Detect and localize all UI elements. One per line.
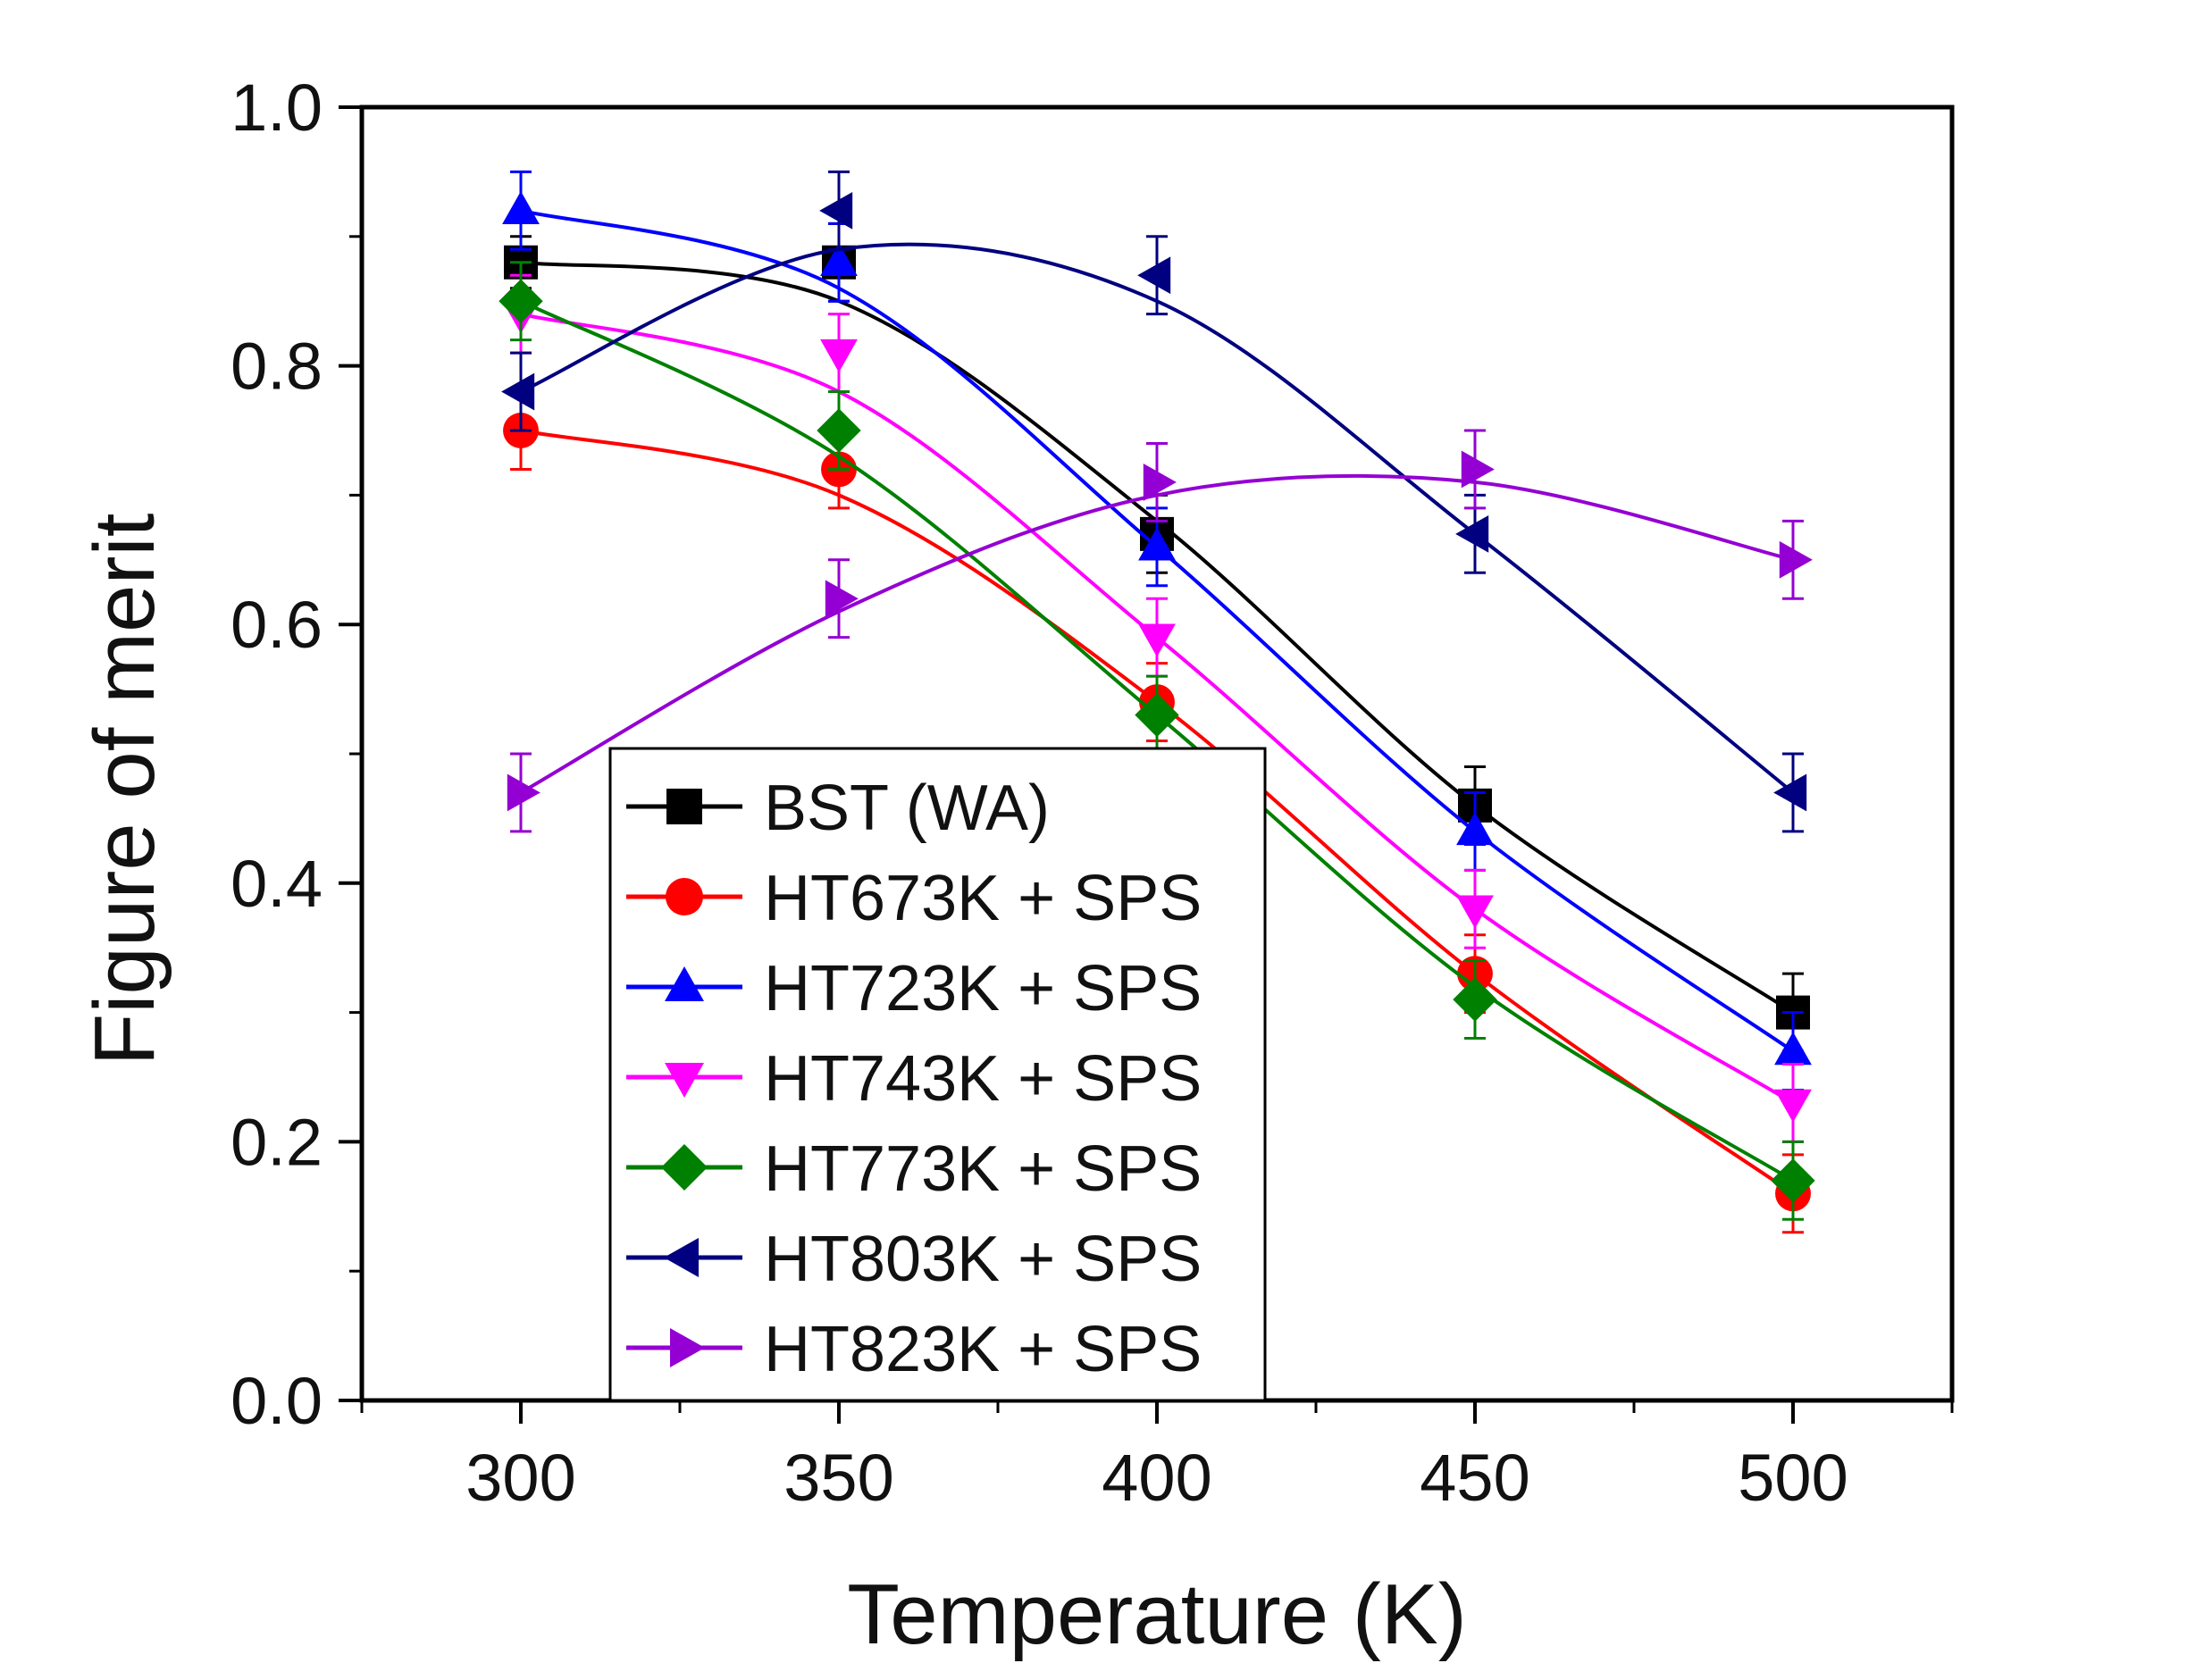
legend-label: HT803K + SPS (764, 1224, 1202, 1295)
axes: 300 350 400 450 500 0.0 0.2 0.4 0.6 0.8 1.0 (230, 71, 1954, 1515)
legend-item: HT823K + SPS (626, 1314, 1202, 1385)
series-line (520, 242, 1795, 794)
series-ht723k-sps (502, 170, 1812, 1091)
data-point (1143, 464, 1177, 501)
legend-marker (666, 789, 702, 824)
data-point (1135, 692, 1179, 738)
data-point (1774, 1089, 1812, 1123)
y-tick-label: 0.8 (230, 330, 323, 404)
x-tick-label: 300 (465, 1441, 575, 1515)
data-point (502, 190, 540, 225)
data-point (1461, 450, 1495, 489)
y-tick-label: 1.0 (230, 71, 323, 145)
legend-label: HT673K + SPS (764, 863, 1202, 934)
legend-marker (664, 1238, 699, 1277)
x-tick-label: 500 (1738, 1441, 1848, 1515)
legend-item: HT743K + SPS (626, 1043, 1202, 1115)
legend-label: HT743K + SPS (764, 1043, 1202, 1115)
legend-marker (670, 1328, 705, 1367)
data-point (1455, 514, 1489, 553)
y-tick-label: 0.0 (230, 1364, 323, 1438)
legend-label: HT723K + SPS (764, 953, 1202, 1024)
data-point (819, 191, 853, 230)
data-point (820, 339, 858, 372)
series-ht773k-sps (499, 261, 1815, 1221)
y-tick-label: 0.4 (230, 847, 323, 921)
y-tick-label: 0.2 (230, 1105, 323, 1179)
data-point (1137, 256, 1171, 295)
data-point (1773, 773, 1807, 812)
legend-item: HT673K + SPS (626, 863, 1202, 934)
data-point (499, 279, 543, 323)
data-point (1771, 1158, 1815, 1203)
legend-item: HT773K + SPS (626, 1133, 1202, 1205)
legend-item: BST (WA) (626, 773, 1050, 844)
x-tick-label: 350 (783, 1441, 893, 1515)
legend-marker (665, 966, 704, 1001)
x-tick-label: 400 (1102, 1441, 1211, 1515)
series-ht823k-sps (507, 429, 1813, 833)
data-point (1779, 540, 1813, 579)
plot-area (499, 170, 1815, 1234)
legend-item: HT723K + SPS (626, 953, 1202, 1024)
data-point (1138, 527, 1176, 561)
legend: BST (WA) HT673K + SPS HT723K + SPS HT743K +… (608, 747, 1267, 1402)
y-axis-title: Figure of merit (77, 514, 172, 1066)
data-point (817, 408, 861, 453)
data-point (1774, 1032, 1812, 1066)
legend-box (608, 747, 1267, 1402)
legend-label: HT823K + SPS (764, 1314, 1202, 1385)
x-tick-label: 450 (1420, 1441, 1529, 1515)
y-tick-label: 0.6 (230, 588, 323, 662)
data-point (501, 372, 535, 411)
legend-item: HT803K + SPS (626, 1224, 1202, 1295)
data-point (1456, 812, 1494, 846)
legend-label: BST (WA) (764, 773, 1050, 844)
data-point (1456, 895, 1494, 929)
legend-label: HT773K + SPS (764, 1133, 1202, 1205)
data-point (820, 242, 858, 276)
data-point (1453, 977, 1497, 1022)
x-axis-title: Temperature (K) (847, 1567, 1467, 1662)
data-point (1138, 623, 1176, 657)
legend-marker (661, 1144, 708, 1191)
legend-marker (666, 878, 703, 915)
legend-marker (665, 1063, 704, 1098)
data-point (825, 580, 859, 618)
data-point (507, 773, 540, 812)
